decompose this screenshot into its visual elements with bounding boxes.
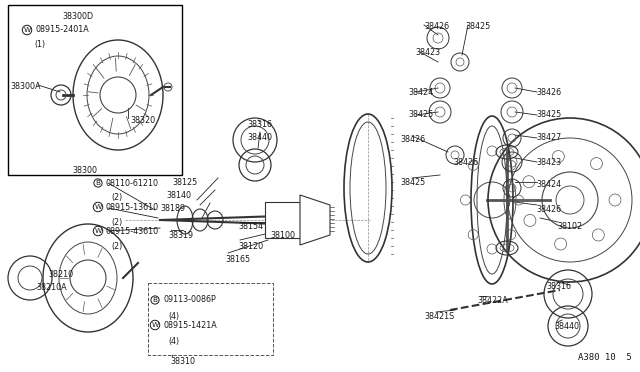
Text: 38154: 38154 [238,222,263,231]
Text: 38424: 38424 [408,88,433,97]
Text: B: B [95,180,100,186]
Text: 38426: 38426 [536,205,561,214]
Text: 38423: 38423 [415,48,440,57]
Text: A380 10  5: A380 10 5 [579,353,632,362]
Text: 38102: 38102 [557,222,582,231]
Text: W: W [94,204,102,210]
Text: 38300A: 38300A [10,82,40,91]
Text: 38426: 38426 [536,88,561,97]
Text: 38425: 38425 [400,178,425,187]
Text: (2): (2) [111,242,122,251]
Text: 38426: 38426 [453,158,478,167]
Text: 38423: 38423 [536,158,561,167]
Text: 08915-1421A: 08915-1421A [163,321,217,330]
Text: (4): (4) [168,337,179,346]
Text: 38210: 38210 [48,270,73,279]
Text: 08915-43610: 08915-43610 [106,227,159,235]
Text: 38425: 38425 [465,22,490,31]
Text: 38100: 38100 [270,231,295,240]
Bar [8,5,182,175]
Text: 38319: 38319 [168,231,193,240]
Text: 38316: 38316 [546,282,571,291]
Text: (1): (1) [34,40,45,49]
Text: 38440: 38440 [554,322,579,331]
Text: W: W [152,322,159,328]
Text: (4): (4) [168,312,179,321]
Text: 38426: 38426 [400,135,425,144]
Text: 38140: 38140 [166,191,191,200]
Text: 38300D: 38300D [62,12,93,21]
Text: 38310: 38310 [170,357,195,366]
Text: 08915-13610: 08915-13610 [106,202,159,212]
Text: 38426: 38426 [424,22,449,31]
Text: 38424: 38424 [536,180,561,189]
Text: 38316: 38316 [247,120,272,129]
Bar [148,283,273,355]
Text: 38320: 38320 [130,116,155,125]
Text: W: W [24,27,31,33]
Text: 38125: 38125 [172,178,197,187]
Text: 38210A: 38210A [36,283,67,292]
Text: 08110-61210: 08110-61210 [106,179,159,187]
Text: B: B [152,297,157,303]
Text: 38425: 38425 [536,110,561,119]
Text: 38189: 38189 [160,204,185,213]
Text: 38427: 38427 [536,133,561,142]
Text: (2): (2) [111,193,122,202]
Text: 38421S: 38421S [424,312,454,321]
Text: (2): (2) [111,218,122,227]
Text: 38165: 38165 [225,255,250,264]
Text: 08915-2401A: 08915-2401A [35,26,89,35]
Text: 09113-0086P: 09113-0086P [163,295,216,305]
Text: 38425: 38425 [408,110,433,119]
Bar [265,202,300,238]
Text: W: W [94,228,102,234]
Text: 38422A: 38422A [477,296,508,305]
Text: 38440: 38440 [247,133,272,142]
Polygon shape [300,195,330,245]
Text: 38120: 38120 [238,242,263,251]
Text: 38300: 38300 [72,166,97,175]
